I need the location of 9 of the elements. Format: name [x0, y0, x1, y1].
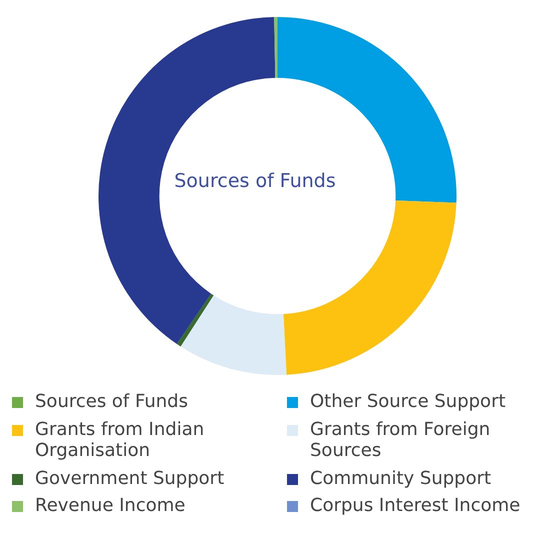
- legend-label: Other Source Support: [310, 391, 506, 413]
- legend-label: Sources of Funds: [35, 391, 188, 413]
- text: Sources of Funds: [173, 170, 337, 194]
- legend-label: Government Support: [35, 468, 224, 490]
- legend-label: Grants from Foreign Sources: [310, 418, 492, 462]
- legend-label: Corpus Interest Income: [310, 495, 520, 517]
- legend-label: Community Support: [310, 468, 492, 490]
- legend-label: Grants from Indian Organisation: [35, 418, 206, 462]
- legend-label: Revenue Income: [35, 495, 186, 517]
